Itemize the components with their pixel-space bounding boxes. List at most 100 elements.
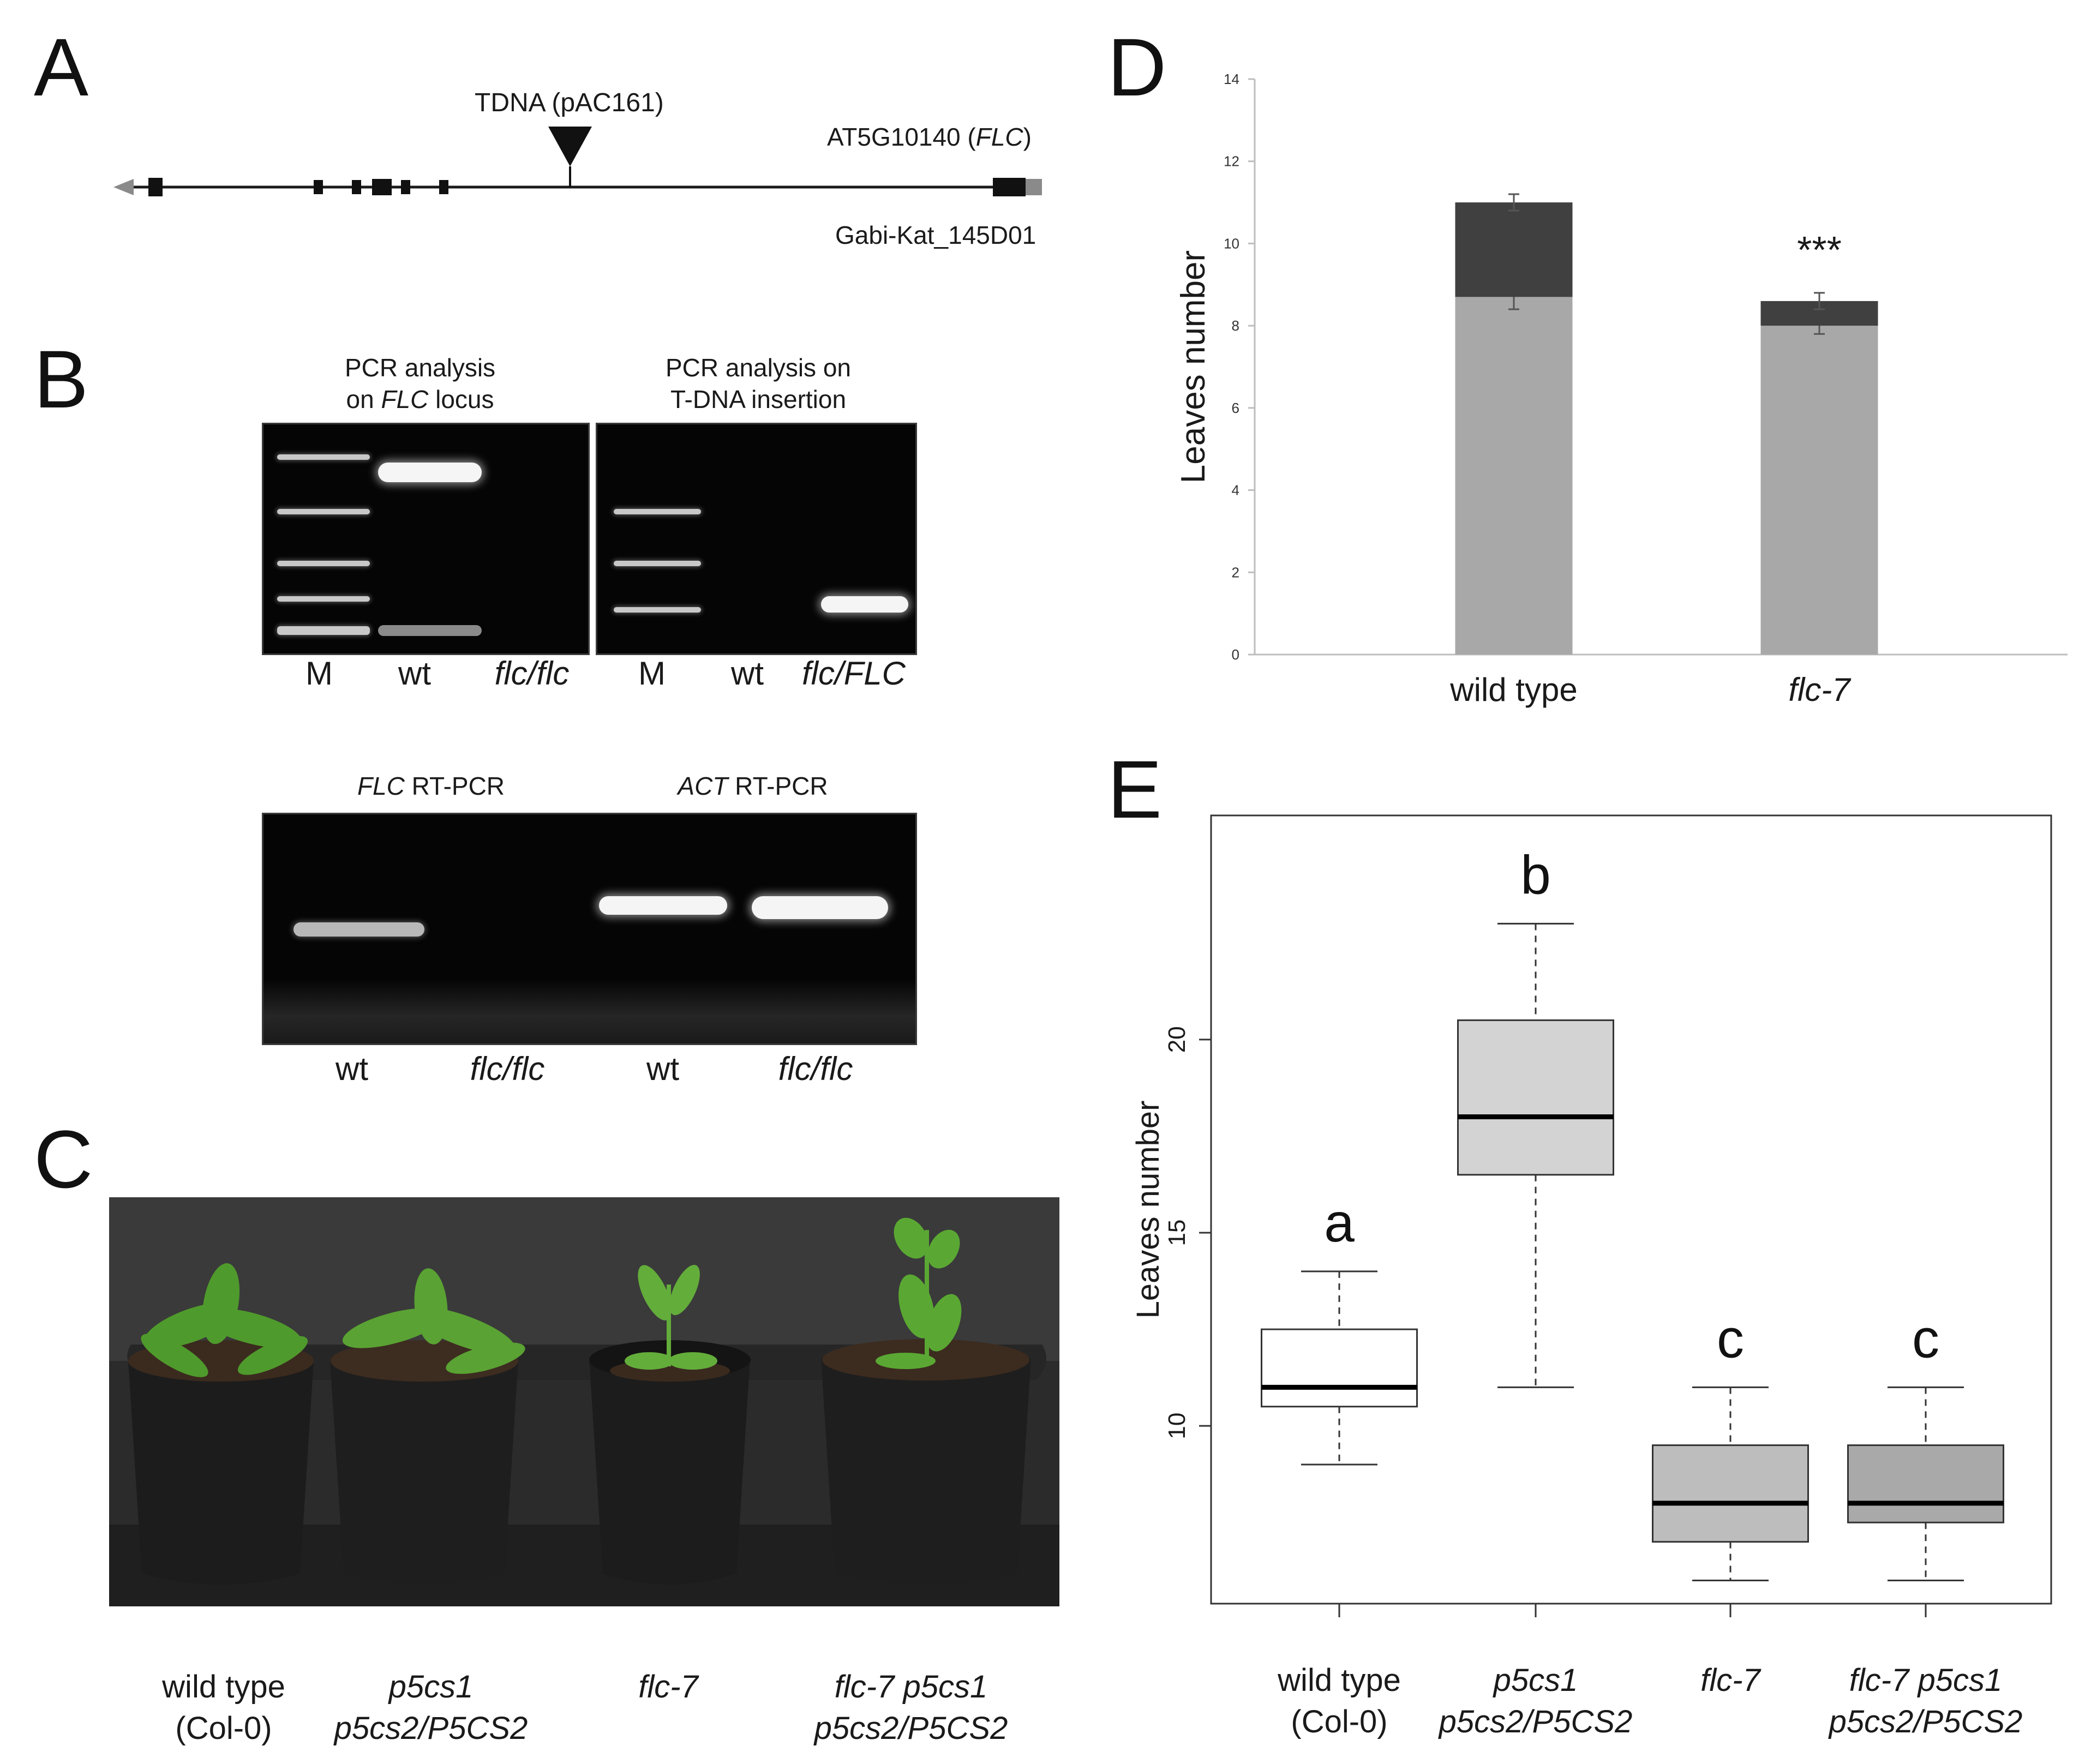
- primer-dimer-band: [378, 625, 482, 636]
- y-tick-label: 2: [1232, 564, 1239, 580]
- rosette-wild-type: [141, 1263, 308, 1377]
- rt-band-flc-wt: [293, 922, 424, 937]
- rosette-p5cs1: [342, 1268, 525, 1374]
- exon: [401, 180, 410, 194]
- y-tick-label: 0: [1232, 646, 1239, 663]
- y-axis-title: Leaves number: [1175, 250, 1212, 483]
- rt-lane-label: flc/flc: [778, 1051, 853, 1087]
- tdna-insertion-triangle: [548, 127, 592, 166]
- gel2-lane-label: wt: [731, 655, 764, 692]
- rt-pcr-act-title: ACT RT-PCR: [678, 772, 828, 800]
- pot: [128, 1361, 314, 1585]
- photo-label-wild-type: wild type (Col-0): [162, 1669, 285, 1746]
- gel1-lane-label: wt: [398, 655, 431, 692]
- y-tick-label: 20: [1164, 1026, 1190, 1053]
- panel-label-d: D: [1107, 21, 1167, 113]
- y-tick-label: 10: [1224, 235, 1239, 251]
- bar-segment-lower: [1455, 297, 1573, 655]
- y-tick-label: 4: [1232, 482, 1239, 499]
- exon: [993, 178, 1026, 196]
- stacked-bar-chart: 0 2 4 6 8 10 12 14 Leaves number wild type flc-7 **…: [1175, 71, 2068, 708]
- photo-label-flc7-p5cs1: flc-7 p5cs1 p5cs2/P5CS2: [814, 1669, 1008, 1746]
- plant-photo: [109, 1197, 1059, 1606]
- ladder-band: [277, 509, 370, 514]
- x-category-label: (Col-0): [1291, 1704, 1387, 1739]
- exon: [439, 180, 448, 194]
- significance-letter: a: [1324, 1192, 1355, 1253]
- bar-segment-lower: [1760, 326, 1878, 655]
- x-category-label: flc-7: [1788, 671, 1852, 708]
- x-category-label: wild type: [1277, 1663, 1401, 1698]
- gene-model-diagram: [113, 127, 1042, 196]
- significance-letter: b: [1520, 844, 1551, 905]
- ladder-band: [614, 509, 701, 514]
- exon: [314, 180, 323, 194]
- rt-band-act-wt: [599, 896, 727, 915]
- x-category-label: wild type: [1449, 671, 1577, 708]
- gel-rt-pcr: [262, 813, 917, 1045]
- ladder-band: [277, 561, 370, 566]
- gabi-kat-line-label: Gabi-Kat_145D01: [835, 221, 1036, 249]
- rt-lane-label: wt: [646, 1051, 679, 1087]
- rt-lane-label: wt: [335, 1051, 368, 1087]
- ladder-band: [277, 454, 370, 460]
- ladder-band: [614, 607, 701, 613]
- plant-flc7: [625, 1264, 717, 1370]
- plot-frame: [1210, 814, 2052, 1605]
- ladder-band: [614, 561, 701, 566]
- exon: [352, 180, 361, 194]
- photo-label-flc7: flc-7: [638, 1669, 698, 1705]
- gel-tdna-insertion: [596, 423, 917, 655]
- gel-flc-locus: [262, 423, 590, 655]
- box-iqr: [1457, 1019, 1614, 1176]
- y-tick-label: 10: [1164, 1413, 1190, 1439]
- box-iqr: [1847, 1444, 2004, 1523]
- significance-annotation: ***: [1797, 229, 1842, 271]
- y-axis-title: Leaves number: [1135, 1101, 1166, 1319]
- plant-photo-illustration: [109, 1197, 1059, 1606]
- x-category-label: p5cs2/P5CS2: [1828, 1704, 2023, 1739]
- gel2-lane-label: flc/FLC: [801, 655, 906, 692]
- rt-lane-label: flc/flc: [470, 1051, 545, 1087]
- ladder-band: [277, 596, 370, 602]
- x-category-label: flc-7: [1700, 1663, 1762, 1698]
- gel2-lane-label: M: [638, 655, 666, 692]
- panel-label-c: C: [34, 1113, 93, 1205]
- insertion-label: TDNA (pAC161): [475, 88, 664, 117]
- gene-model-panel: [104, 82, 1064, 262]
- gene-3prime-utr: [1026, 179, 1042, 195]
- y-tick-label: 6: [1232, 400, 1239, 416]
- x-category-label: flc-7 p5cs1: [1849, 1663, 2002, 1698]
- panel-label-e: E: [1107, 743, 1163, 835]
- gel1-lane-label: M: [305, 655, 333, 692]
- rt-pcr-flc-title: FLC RT-PCR: [357, 772, 505, 800]
- y-tick-label: 14: [1224, 71, 1239, 87]
- gel2-title: PCR analysis on T-DNA insertion: [665, 353, 852, 413]
- plant-flc7-p5cs1: [876, 1217, 962, 1369]
- significance-letter: c: [1717, 1308, 1744, 1369]
- gel1-lane-label: flc/flc: [494, 655, 570, 692]
- box-plot-chart: 10 15 20 Leaves number a wild type (Col-0) b p5c…: [1135, 814, 2052, 1739]
- pcr-band-wt: [378, 463, 482, 482]
- photo-label-p5cs1: p5cs1 p5cs2/P5CS2: [334, 1669, 528, 1746]
- box-iqr: [1261, 1328, 1418, 1408]
- x-category-label: p5cs2/P5CS2: [1438, 1704, 1633, 1739]
- rt-band-act-flc: [752, 896, 888, 919]
- ladder-band: [277, 626, 370, 635]
- y-tick-label: 15: [1164, 1220, 1190, 1246]
- gene-id-label: AT5G10140 (FLC): [827, 123, 1032, 151]
- gene-5prime-utr: [113, 179, 134, 195]
- significance-letter: c: [1912, 1308, 1939, 1369]
- panel-label-a: A: [34, 21, 89, 113]
- y-tick-label: 8: [1232, 317, 1239, 334]
- pot: [821, 1358, 1031, 1585]
- x-category-label: p5cs1: [1493, 1663, 1578, 1698]
- exon: [372, 179, 392, 195]
- pot: [589, 1358, 750, 1585]
- bar-segment-upper: [1455, 202, 1573, 297]
- pot: [330, 1361, 518, 1585]
- panel-label-b: B: [34, 333, 89, 425]
- pcr-band-insertion: [821, 596, 908, 613]
- y-tick-label: 12: [1224, 153, 1239, 170]
- gel1-title: PCR analysis on FLC locus: [344, 353, 496, 413]
